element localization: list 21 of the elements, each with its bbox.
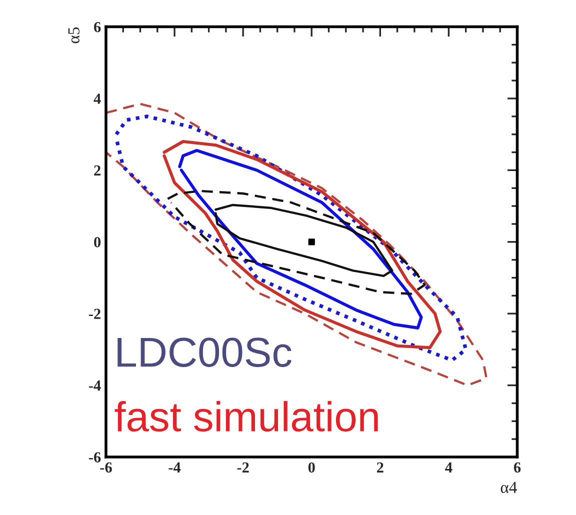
y-tick-label: 6 — [94, 22, 101, 32]
y-tick-label: -4 — [88, 380, 101, 391]
annotation: LDC00Sc — [118, 338, 292, 368]
line-series — [178, 148, 423, 330]
x-tick-label: -4 — [168, 462, 181, 472]
x-tick-label: 4 — [445, 462, 452, 472]
y-tick-label: 0 — [94, 237, 101, 248]
x-tick-label: 0 — [308, 462, 315, 473]
y-tick-label: -6 — [88, 452, 101, 462]
x-tick-label: -2 — [237, 462, 249, 472]
x-tick-label: 6 — [514, 462, 521, 473]
y-tick-label: 4 — [94, 94, 101, 104]
y-axis-title: α5 — [68, 27, 80, 44]
y-tick-label: 2 — [94, 165, 100, 176]
line-series — [214, 204, 394, 278]
line-series — [166, 190, 426, 295]
line-series — [106, 102, 488, 386]
x-axis-title: α4 — [500, 482, 517, 494]
x-tick-label: 2 — [376, 462, 384, 472]
annotation: fast simulation — [114, 401, 378, 432]
y-tick-label: -2 — [88, 308, 100, 319]
